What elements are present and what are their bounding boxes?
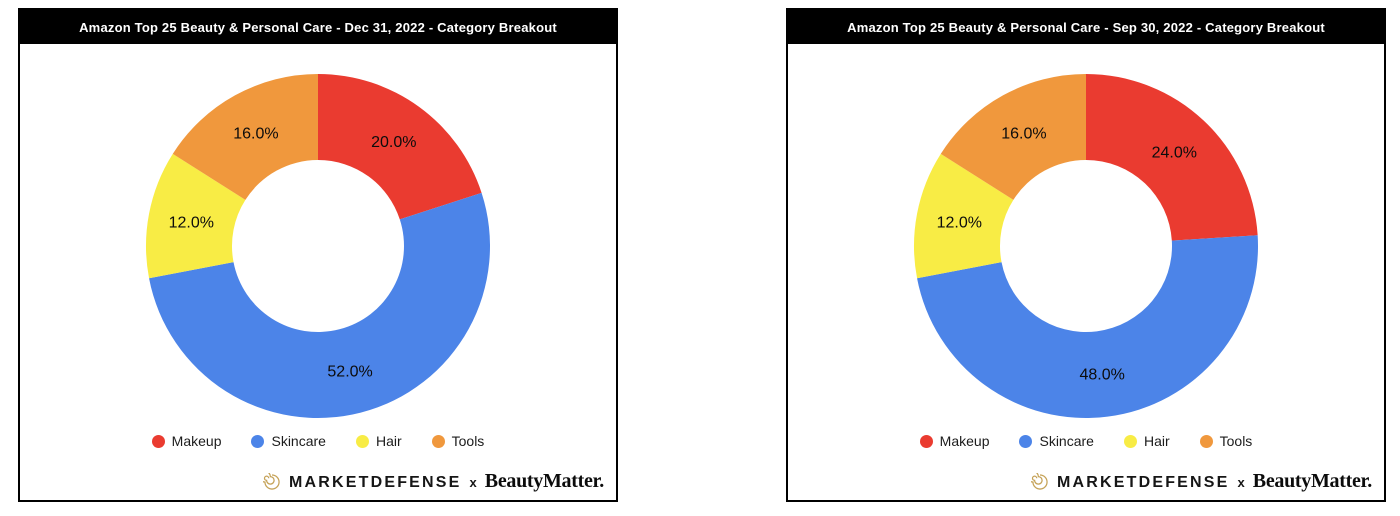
- chart-legend: Makeup Skincare Hair Tools: [20, 430, 616, 452]
- donut-chart-dec-31: 20.0% 52.0% 12.0% 16.0%: [146, 74, 490, 418]
- legend-item-tools: Tools: [431, 433, 485, 449]
- legend-item-hair: Hair: [355, 433, 402, 449]
- brand-beautymatter: BeautyMatter.: [1252, 470, 1373, 492]
- legend-label: Skincare: [271, 433, 326, 449]
- legend-item-skincare: Skincare: [251, 433, 326, 449]
- legend-label: Makeup: [171, 433, 222, 449]
- legend-dot-tools: [1199, 434, 1213, 448]
- legend-dot-tools: [431, 434, 445, 448]
- slice-value-label: 48.0%: [1080, 367, 1125, 384]
- chart-panel-sep-30: Amazon Top 25 Beauty & Personal Care - S…: [786, 8, 1386, 502]
- donut-slice-tools: [172, 74, 318, 200]
- chart-title-bar: Amazon Top 25 Beauty & Personal Care - S…: [788, 10, 1384, 44]
- brand-marketdefense: MARKETDEFENSE: [1056, 474, 1230, 491]
- legend-item-makeup: Makeup: [151, 433, 222, 449]
- legend-label: Skincare: [1039, 433, 1094, 449]
- donut-slice-makeup: [1086, 74, 1258, 241]
- slice-value-label: 16.0%: [233, 126, 278, 143]
- legend-dot-hair: [355, 434, 369, 448]
- slice-value-label: 16.0%: [1001, 126, 1046, 143]
- brand-separator: x: [1237, 475, 1245, 490]
- legend-item-skincare: Skincare: [1019, 433, 1094, 449]
- legend-item-hair: Hair: [1123, 433, 1170, 449]
- donut-slice-tools: [940, 74, 1086, 200]
- chart-title: Amazon Top 25 Beauty & Personal Care - D…: [79, 19, 557, 35]
- legend-label: Tools: [451, 433, 485, 449]
- brand-beautymatter: BeautyMatter.: [484, 470, 605, 492]
- legend-dot-skincare: [1019, 434, 1033, 448]
- brand-footer: MARKETDEFENSE x BeautyMatter.: [262, 470, 605, 493]
- legend-dot-makeup: [919, 434, 933, 448]
- chart-legend: Makeup Skincare Hair Tools: [788, 430, 1384, 452]
- slice-value-label: 52.0%: [327, 363, 372, 380]
- donut-slice-makeup: [318, 74, 482, 220]
- legend-label: Tools: [1219, 433, 1253, 449]
- chart-panel-dec-31: Amazon Top 25 Beauty & Personal Care - D…: [18, 8, 618, 502]
- slice-value-label: 12.0%: [169, 214, 214, 231]
- slice-value-label: 20.0%: [371, 134, 416, 151]
- brand-marketdefense: MARKETDEFENSE: [288, 474, 462, 491]
- marketdefense-logo-icon: [1030, 472, 1049, 491]
- donut-slice-hair: [914, 153, 1014, 279]
- legend-dot-skincare: [251, 434, 265, 448]
- legend-label: Hair: [1143, 433, 1170, 449]
- donut-slice-hair: [146, 153, 246, 279]
- donut-chart-sep-30: 24.0% 48.0% 12.0% 16.0%: [914, 74, 1258, 419]
- donut-slice-skincare: [149, 192, 490, 418]
- legend-dot-makeup: [151, 434, 165, 448]
- marketdefense-logo-icon: [262, 472, 281, 491]
- brand-separator: x: [469, 475, 477, 490]
- chart-title-bar: Amazon Top 25 Beauty & Personal Care - D…: [20, 10, 616, 44]
- donut-slice-skincare: [917, 235, 1258, 419]
- legend-dot-hair: [1123, 434, 1137, 448]
- legend-label: Makeup: [939, 433, 990, 449]
- slice-value-label: 12.0%: [937, 214, 982, 231]
- chart-title: Amazon Top 25 Beauty & Personal Care - S…: [847, 19, 1325, 35]
- legend-item-tools: Tools: [1199, 433, 1253, 449]
- legend-label: Hair: [375, 433, 402, 449]
- brand-footer: MARKETDEFENSE x BeautyMatter.: [1030, 470, 1373, 493]
- legend-item-makeup: Makeup: [919, 433, 990, 449]
- slice-value-label: 24.0%: [1152, 145, 1197, 162]
